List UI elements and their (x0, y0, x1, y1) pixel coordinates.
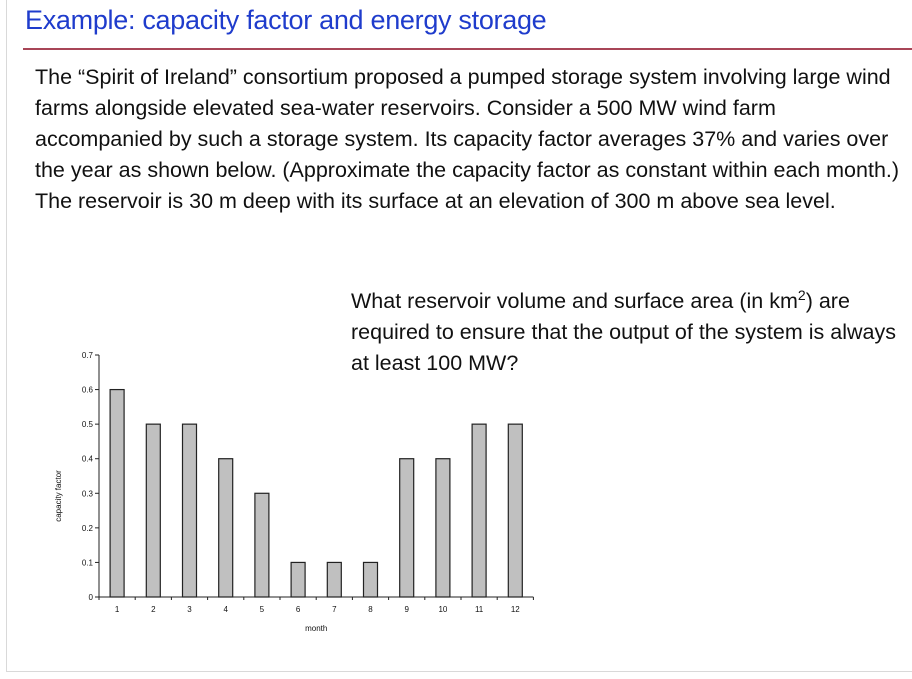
bar-month-2 (145, 423, 161, 598)
x-tick-label: 9 (404, 605, 409, 614)
bar-month-5 (254, 492, 270, 598)
question-text: What reservoir volume and surface area (… (351, 286, 911, 379)
bar-month-3 (181, 423, 198, 598)
slide: Example: capacity factor and energy stor… (6, 0, 912, 672)
x-tick-label: 11 (475, 605, 484, 614)
bar-month-7 (326, 561, 342, 598)
bars (109, 388, 523, 598)
question-text-part-2: ) are required to ensure that the output… (351, 289, 896, 375)
x-tick-label: 1 (115, 605, 120, 614)
bar-month-12 (507, 423, 523, 598)
problem-statement: The “Spirit of Ireland” consortium propo… (35, 65, 900, 213)
question-text-part-1: What reservoir volume and surface area (… (351, 289, 798, 313)
x-tick-label: 8 (368, 605, 373, 614)
bar-month-4 (218, 458, 234, 598)
y-axis-label: capacity factor (54, 470, 63, 522)
y-tick-label: 0.6 (82, 386, 94, 395)
capacity-factor-chart: 00.10.20.30.40.50.60.7 1 2 3 4 5 6 7 8 9 10 11 12 m… (54, 351, 534, 633)
y-axis-ticks: 0 0.1 0.2 0.3 0.4 0.5 0.6 0.7 (82, 351, 99, 602)
slide-title: Example: capacity factor and energy stor… (25, 5, 547, 35)
x-axis-ticks: 1 2 3 4 5 6 7 8 9 10 11 12 (98, 597, 534, 614)
x-tick-label: 10 (438, 605, 447, 614)
x-tick-label: 7 (332, 605, 337, 614)
y-tick-label: 0.7 (82, 351, 94, 360)
y-tick-label: 0.3 (82, 489, 94, 498)
x-tick-label: 4 (223, 605, 228, 614)
bar-month-11 (471, 423, 487, 598)
bar-month-6 (290, 561, 306, 598)
x-axis-label: month (305, 624, 327, 633)
y-tick-label: 0 (89, 593, 94, 602)
x-tick-label: 5 (260, 605, 265, 614)
bar-month-8 (362, 561, 379, 598)
x-tick-label: 12 (511, 605, 520, 614)
x-tick-label: 6 (296, 605, 301, 614)
question-superscript: 2 (797, 286, 806, 303)
x-tick-label: 3 (187, 605, 192, 614)
bar-month-1 (109, 388, 125, 598)
y-tick-label: 0.5 (82, 420, 94, 429)
bar-month-10 (435, 458, 451, 598)
x-tick-label: 2 (151, 605, 156, 614)
y-tick-label: 0.1 (82, 558, 94, 567)
bar-month-9 (399, 458, 415, 598)
title-divider (23, 48, 912, 50)
y-tick-label: 0.2 (82, 524, 94, 533)
y-tick-label: 0.4 (82, 455, 94, 464)
